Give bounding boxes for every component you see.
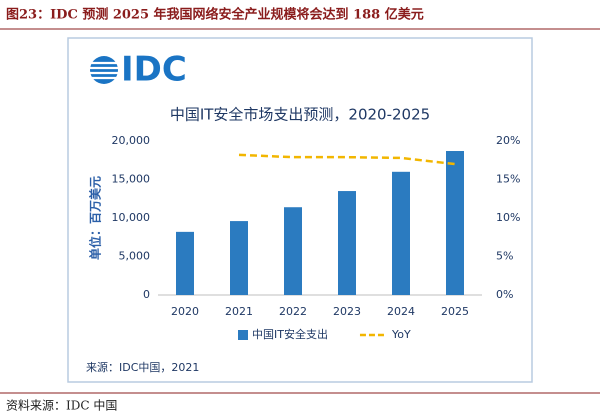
figure-title: 图23：IDC 预测 2025 年我国网络安全产业规模将会达到 188 亿美元 [6,7,424,23]
logo-text: IDC [121,50,187,90]
bar [284,207,302,295]
y2-tick-label: 0% [496,288,513,301]
y-tick-label: 10,000 [112,211,151,224]
bar [230,221,248,295]
bar [338,191,356,295]
x-tick-label: 2025 [441,305,469,318]
bar [176,231,194,295]
logo-globe [90,56,118,84]
logo-stripes [88,61,120,80]
bar [392,171,410,295]
y-tick-label: 20,000 [112,134,151,147]
y2-tick-label: 20% [496,134,520,147]
legend-label: 中国IT安全支出 [252,327,328,341]
x-tick-label: 2020 [171,305,199,318]
y-tick-label: 15,000 [112,173,151,186]
y2-tick-label: 10% [496,211,520,224]
y2-tick-label: 15% [496,173,520,186]
bar [446,151,464,295]
y2-tick-label: 5% [496,250,513,263]
x-tick-label: 2021 [225,305,253,318]
chart-source: 来源：IDC中国，2021 [86,360,199,374]
footer-source: 资料来源：IDC 中国 [6,398,117,413]
x-tick-label: 2024 [387,305,415,318]
legend-label: YoY [391,328,411,341]
chart-title: 中国IT安全市场支出预测，2020-2025 [170,106,430,124]
yoy-line [238,153,456,166]
y-tick-label: 5,000 [119,250,151,263]
x-tick-label: 2022 [279,305,307,318]
y-axis-label: 单位：百万美元 [88,176,103,260]
x-tick-label: 2023 [333,305,361,318]
legend-swatch [238,330,248,340]
logo: IDC [88,50,187,90]
y-tick-label: 0 [143,288,150,301]
